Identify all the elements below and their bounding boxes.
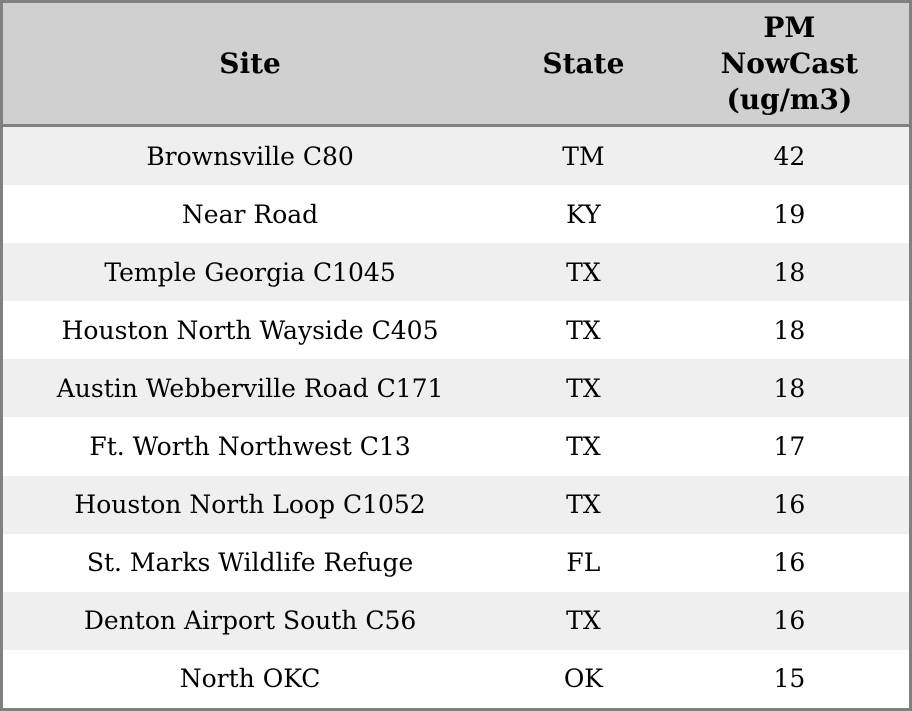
- pm-value-cell: 19: [773, 199, 806, 229]
- state-cell: TX: [566, 490, 601, 520]
- site-cell: St. Marks Wildlife Refuge: [86, 548, 414, 578]
- site-cell: Brownsville C80: [146, 141, 354, 171]
- pm-header-line-2: NowCast: [720, 46, 859, 80]
- site-cell: Near Road: [181, 199, 319, 229]
- site-cell: Ft. Worth Northwest C13: [89, 432, 411, 462]
- table-row: Denton Airport South C56 TX 16: [1, 591, 911, 650]
- site-cell: Houston North Wayside C405: [61, 315, 439, 345]
- pm-value-cell: 15: [773, 664, 806, 694]
- state-cell: TX: [566, 432, 601, 462]
- site-cell: Denton Airport South C56: [83, 606, 417, 636]
- site-cell: Temple Georgia C1045: [104, 257, 396, 287]
- state-cell: TX: [566, 257, 601, 287]
- state-cell: TX: [566, 606, 601, 636]
- state-cell: TM: [562, 141, 605, 171]
- table-row: Ft. Worth Northwest C13 TX 17: [1, 417, 911, 476]
- pm-value-cell: 17: [773, 432, 806, 462]
- state-cell: TX: [566, 373, 601, 403]
- table-row: St. Marks Wildlife Refuge FL 16: [1, 533, 911, 592]
- pm-value-cell: 16: [773, 606, 806, 636]
- table-row: Houston North Wayside C405 TX 18: [1, 301, 911, 360]
- site-cell: Houston North Loop C1052: [74, 490, 426, 520]
- table-row: Near Road KY 19: [1, 185, 911, 244]
- pm-header-line-3: (ug/m3): [726, 82, 853, 116]
- table-row: Houston North Loop C1052 TX 16: [1, 475, 911, 534]
- site-cell: North OKC: [179, 664, 321, 694]
- column-header-pm-nowcast: PM NowCast (ug/m3): [669, 1, 911, 127]
- pm-value-cell: 18: [773, 373, 806, 403]
- state-cell: TX: [566, 315, 601, 345]
- pm-value-cell: 16: [773, 490, 806, 520]
- column-header-site: Site: [1, 1, 498, 127]
- table-row: Temple Georgia C1045 TX 18: [1, 243, 911, 302]
- site-cell: Austin Webberville Road C171: [56, 373, 444, 403]
- header-row: Site State PM NowCast (ug/m3): [1, 1, 911, 127]
- pm-value-cell: 16: [773, 548, 806, 578]
- state-cell: FL: [566, 548, 601, 578]
- pm-value-cell: 18: [773, 315, 806, 345]
- state-cell: OK: [563, 664, 603, 694]
- table-row: Austin Webberville Road C171 TX 18: [1, 359, 911, 418]
- state-cell: KY: [566, 199, 601, 229]
- table-header: Site State PM NowCast (ug/m3): [1, 1, 911, 127]
- table-row: Brownsville C80 TM 42: [1, 125, 911, 186]
- pm-value-cell: 42: [773, 141, 806, 171]
- table-row: North OKC OK 15: [1, 649, 911, 710]
- column-header-state: State: [497, 1, 670, 127]
- pm-header-line-1: PM: [763, 10, 816, 44]
- pm-value-cell: 18: [773, 257, 806, 287]
- table-body: Brownsville C80 TM 42 Near Road KY 19 Te…: [1, 125, 911, 710]
